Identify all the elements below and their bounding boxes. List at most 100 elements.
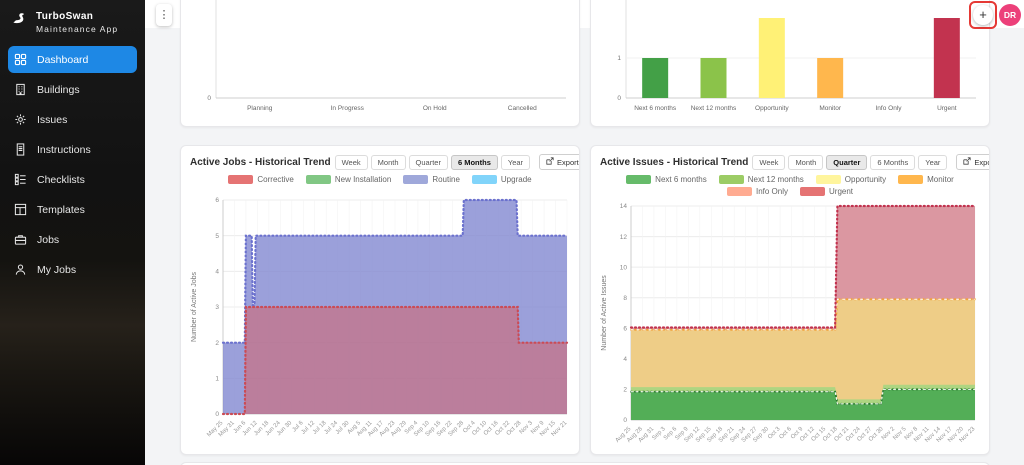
range-button-week[interactable]: Week xyxy=(335,155,368,170)
sidebar-item-label: Dashboard xyxy=(37,54,88,66)
export-button[interactable]: Export xyxy=(539,154,580,170)
sidebar-item-label: My Jobs xyxy=(37,264,76,276)
legend-label: Upgrade xyxy=(501,175,532,184)
range-button-6-months[interactable]: 6 Months xyxy=(870,155,915,170)
svg-text:2: 2 xyxy=(623,387,627,394)
range-button-week[interactable]: Week xyxy=(752,155,785,170)
app-title-line1: TurboSwan xyxy=(36,11,118,22)
sidebar-item-label: Checklists xyxy=(37,174,85,186)
checklists-icon xyxy=(14,173,28,186)
legend-label: Corrective xyxy=(257,175,293,184)
add-button[interactable]: + xyxy=(973,5,993,25)
issues-by-priority-chart: 01Next 6 monthsNext 12 monthsOpportunity… xyxy=(596,0,982,123)
svg-text:Urgent: Urgent xyxy=(937,105,957,112)
legend-swatch xyxy=(800,187,825,196)
svg-text:3: 3 xyxy=(215,304,219,311)
legend-label: Info Only xyxy=(756,187,788,196)
export-label: Export xyxy=(557,158,579,167)
svg-text:5: 5 xyxy=(215,233,219,240)
legend-item[interactable]: Monitor xyxy=(898,175,954,184)
legend-item[interactable]: Next 6 months xyxy=(626,175,707,184)
user-avatar[interactable]: DR xyxy=(999,4,1021,26)
jobs-icon xyxy=(14,233,28,246)
svg-text:12: 12 xyxy=(620,234,628,241)
issues-by-priority-card: 01Next 6 monthsNext 12 monthsOpportunity… xyxy=(590,0,990,127)
sidebar-item-issues[interactable]: Issues xyxy=(8,106,137,133)
svg-text:0: 0 xyxy=(207,95,211,102)
export-icon xyxy=(963,157,971,167)
sidebar-item-instructions[interactable]: Instructions xyxy=(8,136,137,163)
range-button-quarter[interactable]: Quarter xyxy=(409,155,448,170)
sidebar-item-label: Buildings xyxy=(37,84,80,96)
svg-text:10: 10 xyxy=(620,264,628,271)
legend-swatch xyxy=(816,175,841,184)
svg-text:Planning: Planning xyxy=(247,105,273,112)
app-logo: TurboSwan Maintenance App xyxy=(0,0,145,43)
legend-label: Routine xyxy=(432,175,460,184)
range-selector: WeekMonthQuarter6 MonthsYear xyxy=(335,155,530,170)
my-jobs-icon xyxy=(14,263,28,276)
sidebar-item-label: Issues xyxy=(37,114,67,126)
svg-text:8: 8 xyxy=(623,295,627,302)
sidebar-item-templates[interactable]: Templates xyxy=(8,196,137,223)
range-button-6-months[interactable]: 6 Months xyxy=(451,155,498,170)
legend-item[interactable]: Opportunity xyxy=(816,175,886,184)
legend-swatch xyxy=(727,187,752,196)
legend-item[interactable]: Corrective xyxy=(228,175,293,184)
legend-item[interactable]: Urgent xyxy=(800,187,853,196)
legend-item[interactable]: Routine xyxy=(403,175,460,184)
svg-text:14: 14 xyxy=(620,203,628,210)
range-button-year[interactable]: Year xyxy=(918,155,947,170)
svg-text:6: 6 xyxy=(623,325,627,332)
legend-label: Opportunity xyxy=(845,175,886,184)
svg-text:1: 1 xyxy=(215,376,219,383)
legend-item[interactable]: Upgrade xyxy=(472,175,532,184)
legend-swatch xyxy=(306,175,331,184)
card-title: Active Jobs - Historical Trend xyxy=(190,157,331,168)
range-button-month[interactable]: Month xyxy=(371,155,406,170)
range-button-month[interactable]: Month xyxy=(788,155,823,170)
sidebar-item-my-jobs[interactable]: My Jobs xyxy=(8,256,137,283)
legend-label: Next 12 months xyxy=(748,175,804,184)
instructions-icon xyxy=(14,143,28,156)
svg-text:4: 4 xyxy=(623,356,627,363)
legend-swatch xyxy=(719,175,744,184)
legend-item[interactable]: Info Only xyxy=(727,187,788,196)
sidebar-item-buildings[interactable]: Buildings xyxy=(8,76,137,103)
legend-label: Next 6 months xyxy=(655,175,707,184)
header-actions: + DR xyxy=(969,1,1021,29)
svg-text:Monitor: Monitor xyxy=(819,105,842,112)
legend-item[interactable]: New Installation xyxy=(306,175,391,184)
legend-swatch xyxy=(626,175,651,184)
legend-label: Monitor xyxy=(927,175,954,184)
menu-kebab-button[interactable]: ⋮ xyxy=(156,4,172,26)
sidebar-item-dashboard[interactable]: Dashboard xyxy=(8,46,137,73)
range-button-year[interactable]: Year xyxy=(501,155,530,170)
issues-icon xyxy=(14,113,28,126)
svg-text:0: 0 xyxy=(215,411,219,418)
svg-text:Next 12 months: Next 12 months xyxy=(691,105,737,112)
sidebar-menu: Dashboard Buildings Issues Instructions Chec… xyxy=(0,46,145,283)
card-header: Active Jobs - Historical Trend WeekMonth… xyxy=(181,146,579,172)
templates-icon xyxy=(14,203,28,216)
range-button-quarter[interactable]: Quarter xyxy=(826,155,867,170)
active-issues-trend-card: Active Issues - Historical Trend WeekMon… xyxy=(590,145,990,455)
legend-item[interactable]: Next 12 months xyxy=(719,175,804,184)
sidebar-item-jobs[interactable]: Jobs xyxy=(8,226,137,253)
sidebar: TurboSwan Maintenance App Dashboard Build… xyxy=(0,0,145,465)
svg-text:0: 0 xyxy=(623,417,627,424)
legend-label: New Installation xyxy=(335,175,391,184)
range-selector: WeekMonthQuarter6 MonthsYear xyxy=(752,155,947,170)
sidebar-item-label: Jobs xyxy=(37,234,59,246)
active-issues-trend-chart: 02468101214Aug 25Aug 28Aug 31Sep 3Sep 6S… xyxy=(597,200,983,444)
annotation-highlight: + xyxy=(969,1,997,29)
export-button[interactable]: Export xyxy=(956,154,990,170)
chart-legend: Corrective New Installation Routine Upgrade xyxy=(181,172,579,184)
legend-swatch xyxy=(472,175,497,184)
svg-text:Cancelled: Cancelled xyxy=(508,105,537,112)
sidebar-item-checklists[interactable]: Checklists xyxy=(8,166,137,193)
svg-text:2: 2 xyxy=(215,340,219,347)
jobs-by-status-chart: 0PlanningIn ProgressOn HoldCancelled xyxy=(186,0,572,123)
legend-swatch xyxy=(898,175,923,184)
svg-text:1: 1 xyxy=(617,55,621,62)
